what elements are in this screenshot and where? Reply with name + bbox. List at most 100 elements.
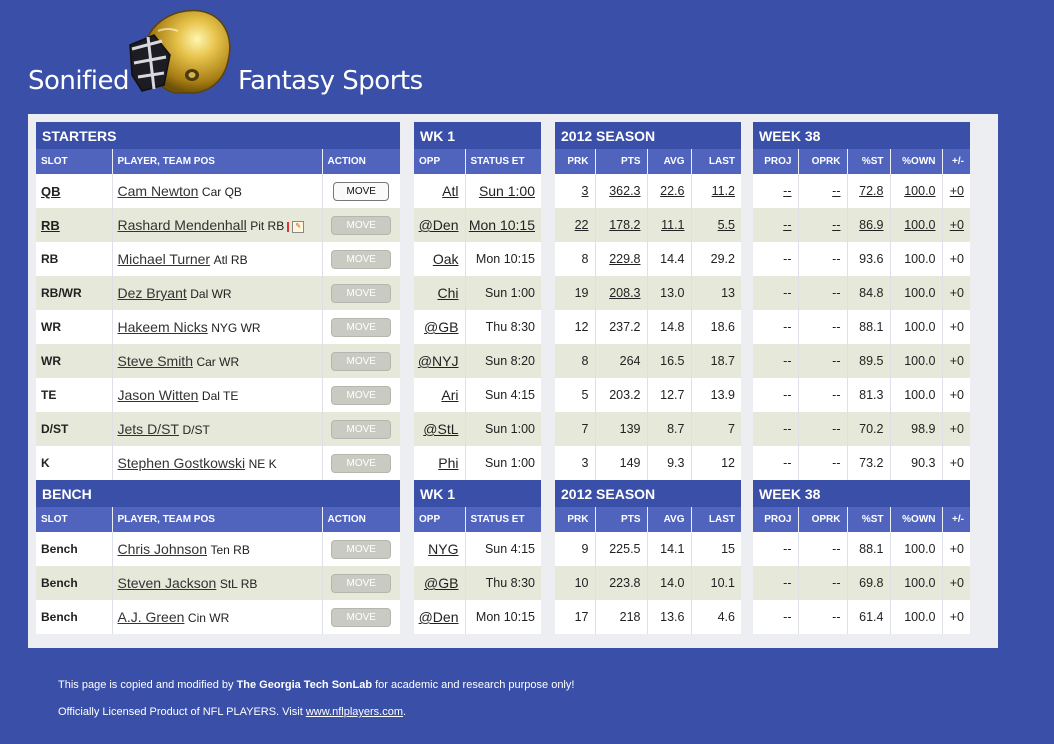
column-header-slot[interactable]: SLOT <box>36 149 113 174</box>
column-header-proj[interactable]: PROJ <box>753 149 799 174</box>
season-avg-cell[interactable]: 11.1 <box>647 208 692 242</box>
season-pts-cell[interactable]: 362.3 <box>595 174 648 208</box>
move-button[interactable]: MOVE <box>333 181 390 201</box>
opponent-link[interactable]: @GB <box>424 319 459 335</box>
player-link[interactable]: Cam Newton <box>117 183 199 199</box>
nflplayers-link[interactable]: www.nflplayers.com <box>305 706 404 718</box>
week-plus-minus-cell: +0 <box>942 566 970 600</box>
week-proj-cell[interactable]: -- <box>753 174 799 208</box>
game-status-cell[interactable]: Sun 1:00 <box>465 174 541 208</box>
column-header-proj[interactable]: PROJ <box>753 507 799 532</box>
opponent-link[interactable]: Ari <box>441 387 459 403</box>
move-button[interactable]: MOVE <box>331 317 392 337</box>
column-header-action[interactable]: ACTION <box>322 149 400 174</box>
column-header-prk[interactable]: PRK <box>555 149 596 174</box>
week-plus-minus-cell[interactable]: +0 <box>942 174 970 208</box>
column-header-slot[interactable]: SLOT <box>36 507 113 532</box>
week-plus-minus-cell[interactable]: +0 <box>942 208 970 242</box>
player-link[interactable]: Steven Jackson <box>117 575 217 591</box>
player-link[interactable]: Steve Smith <box>117 353 193 369</box>
player-link[interactable]: Rashard Mendenhall <box>117 217 247 233</box>
column-header-oprk[interactable]: OPRK <box>798 507 848 532</box>
week-pct-start-cell: 70.2 <box>847 412 891 446</box>
column-header-player[interactable]: PLAYER, TEAM POS <box>112 507 323 532</box>
column-header-last[interactable]: LAST <box>691 149 741 174</box>
opponent-link[interactable]: @Den <box>418 609 459 625</box>
season-pts-cell[interactable]: 208.3 <box>595 276 648 310</box>
player-link[interactable]: Jets D/ST <box>117 421 179 437</box>
move-button[interactable]: MOVE <box>331 215 392 235</box>
week-pct-own-cell: 100.0 <box>890 378 943 412</box>
week-pct-start-cell[interactable]: 86.9 <box>847 208 891 242</box>
column-header-pown[interactable]: %OWN <box>890 149 943 174</box>
season-last-cell[interactable]: 11.2 <box>691 174 741 208</box>
week-pct-start-cell[interactable]: 72.8 <box>847 174 891 208</box>
player-link[interactable]: Dez Bryant <box>117 285 187 301</box>
move-button[interactable]: MOVE <box>331 385 392 405</box>
opponent-link[interactable]: Chi <box>437 285 459 301</box>
player-link[interactable]: Stephen Gostkowski <box>117 455 246 471</box>
column-header-opp[interactable]: OPP <box>414 149 466 174</box>
column-header-avg[interactable]: AVG <box>647 149 692 174</box>
move-button[interactable]: MOVE <box>331 283 392 303</box>
week-pct-own-cell[interactable]: 100.0 <box>890 174 943 208</box>
column-header-pst[interactable]: %ST <box>847 507 891 532</box>
column-header-prk[interactable]: PRK <box>555 507 596 532</box>
week-oprk-cell: -- <box>798 566 848 600</box>
move-button[interactable]: MOVE <box>331 453 392 473</box>
column-header-pown[interactable]: %OWN <box>890 507 943 532</box>
column-header-status[interactable]: STATUS ET <box>465 149 541 174</box>
season-prk-cell[interactable]: 22 <box>555 208 596 242</box>
slot-cell: Bench <box>36 566 113 600</box>
player-link[interactable]: Chris Johnson <box>117 541 208 557</box>
season-pts-cell[interactable]: 178.2 <box>595 208 648 242</box>
player-link[interactable]: A.J. Green <box>117 609 185 625</box>
column-header-player[interactable]: PLAYER, TEAM POS <box>112 149 323 174</box>
opponent-link[interactable]: @GB <box>424 575 459 591</box>
week-oprk-cell[interactable]: -- <box>798 174 848 208</box>
column-header-pst[interactable]: %ST <box>847 149 891 174</box>
column-header-oprk[interactable]: OPRK <box>798 149 848 174</box>
column-header-pts[interactable]: PTS <box>595 149 648 174</box>
slot-cell: K <box>36 446 113 480</box>
column-header-last[interactable]: LAST <box>691 507 741 532</box>
column-gap <box>741 208 753 242</box>
opponent-link[interactable]: @StL <box>423 421 459 437</box>
action-cell: MOVE <box>322 378 400 412</box>
player-link[interactable]: Jason Witten <box>117 387 199 403</box>
move-button[interactable]: MOVE <box>331 249 392 269</box>
column-header-avg[interactable]: AVG <box>647 507 692 532</box>
opponent-link[interactable]: NYG <box>428 541 459 557</box>
player-link[interactable]: Michael Turner <box>117 251 211 267</box>
slot-cell[interactable]: RB <box>36 208 113 242</box>
column-header-pts[interactable]: PTS <box>595 507 648 532</box>
action-cell: MOVE <box>322 566 400 600</box>
season-prk-cell[interactable]: 3 <box>555 174 596 208</box>
column-header-opp[interactable]: OPP <box>414 507 466 532</box>
opponent-link[interactable]: Oak <box>432 251 459 267</box>
move-button[interactable]: MOVE <box>331 573 392 593</box>
move-button[interactable]: MOVE <box>331 539 392 559</box>
game-status-cell[interactable]: Mon 10:15 <box>465 208 541 242</box>
season-pts-cell[interactable]: 229.8 <box>595 242 648 276</box>
move-button[interactable]: MOVE <box>331 419 392 439</box>
opponent-link[interactable]: Phi <box>438 455 459 471</box>
season-avg-cell[interactable]: 22.6 <box>647 174 692 208</box>
opponent-link[interactable]: @Den <box>418 217 459 233</box>
week-oprk-cell[interactable]: -- <box>798 208 848 242</box>
column-header-pm[interactable]: +/- <box>942 149 970 174</box>
column-header-action[interactable]: ACTION <box>322 507 400 532</box>
season-last-cell[interactable]: 5.5 <box>691 208 741 242</box>
opponent-link[interactable]: Atl <box>442 183 459 199</box>
slot-cell[interactable]: QB <box>36 174 113 208</box>
week-pct-own-cell[interactable]: 100.0 <box>890 208 943 242</box>
column-header-status[interactable]: STATUS ET <box>465 507 541 532</box>
column-header-pm[interactable]: +/- <box>942 507 970 532</box>
week-proj-cell: -- <box>753 310 799 344</box>
move-button[interactable]: MOVE <box>331 607 392 627</box>
player-link[interactable]: Hakeem Nicks <box>117 319 208 335</box>
opponent-link[interactable]: @NYJ <box>417 353 459 369</box>
week-proj-cell[interactable]: -- <box>753 208 799 242</box>
player-note-icon[interactable]: ✎ <box>292 220 305 233</box>
move-button[interactable]: MOVE <box>331 351 392 371</box>
